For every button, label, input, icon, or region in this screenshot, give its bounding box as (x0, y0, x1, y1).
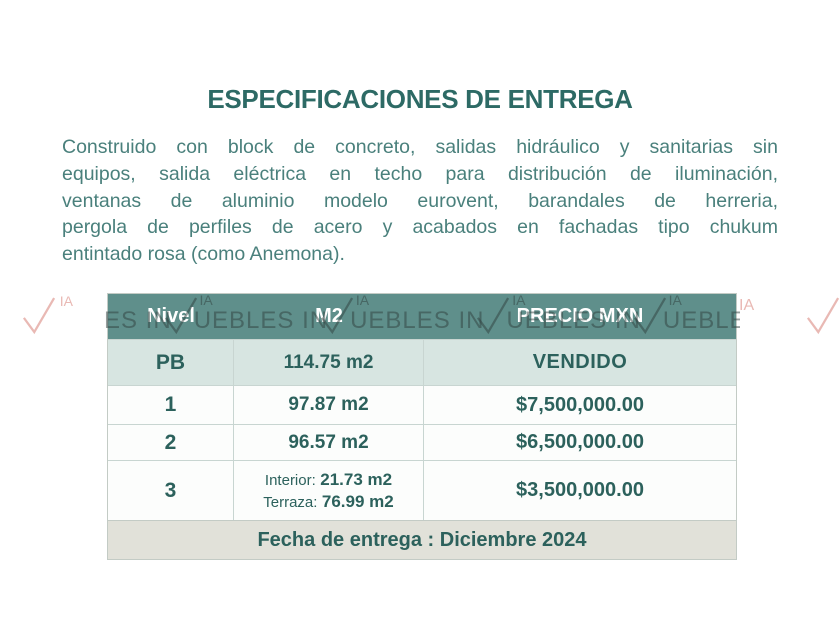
cell-precio: $7,500,000.00 (516, 393, 644, 416)
cell-m2-detail: Interior: 21.73 m2 Terraza: 76.99 m2 (234, 461, 424, 520)
m2-terraza-label: Terraza: (263, 493, 318, 511)
paragraph-line: pergola de perfiles de acero y acabados … (62, 216, 778, 239)
table-row-2: 2 96.57 m2 $6,500,000.00 (108, 424, 736, 460)
cell-precio-vendido: VENDIDO (532, 351, 628, 373)
table-row-pb: PB 114.75 m2 VENDIDO (108, 339, 736, 385)
m2-terraza-value: 76.99 m2 (321, 491, 394, 511)
watermark-logo-left: IA (22, 293, 73, 341)
cell-m2: 97.87 m2 (234, 386, 424, 424)
cell-m2: 96.57 m2 (234, 425, 424, 460)
description-paragraph: Construido con block de concreto, salida… (62, 134, 778, 268)
checkmark-icon (806, 296, 840, 336)
page-title: ESPECIFICACIONES DE ENTREGA (207, 84, 633, 114)
via-ia-label: IA (739, 297, 755, 314)
delivery-date-text: Fecha de entrega : Diciembre 2024 (257, 528, 587, 551)
table-row-1: 1 97.87 m2 $7,500,000.00 (108, 385, 736, 424)
table-header-row: Nivel M2 PRECIO MXN (108, 294, 736, 339)
cell-nivel: PB (108, 340, 234, 385)
cell-precio: $6,500,000.00 (516, 431, 644, 453)
column-header-nivel: Nivel (147, 305, 195, 327)
cell-m2: 114.75 m2 (234, 340, 424, 385)
paragraph-line: ventanas de aluminio modelo eurovent, ba… (62, 189, 778, 212)
cell-nivel: 2 (108, 425, 234, 460)
paragraph-line: equipos, salida eléctrica en techo para … (62, 162, 778, 185)
column-header-m2: M2 (315, 305, 343, 327)
watermark-logo-right (806, 296, 840, 338)
cell-nivel: 3 (108, 461, 234, 520)
m2-terraza-line: Terraza: 76.99 m2 (263, 491, 393, 513)
m2-interior-line: Interior: 21.73 m2 (265, 469, 392, 491)
cell-precio: $3,500,000.00 (516, 479, 644, 501)
m2-interior-value: 21.73 m2 (320, 469, 393, 489)
paragraph-line: entintado rosa (como Anemona). (62, 243, 345, 266)
delivery-date-row: Fecha de entrega : Diciembre 2024 (108, 520, 736, 559)
via-ia-label: IA (59, 293, 73, 309)
checkmark-icon: IA (22, 293, 73, 336)
m2-interior-label: Interior: (264, 471, 316, 489)
table-row-3: 3 Interior: 21.73 m2 Terraza: 76.99 m2 $… (108, 460, 736, 520)
column-header-precio: PRECIO MXN (516, 305, 644, 327)
paragraph-line: Construido con block de concreto, salida… (62, 136, 778, 158)
specifications-table: Nivel M2 PRECIO MXN PB 114.75 m2 VENDIDO… (107, 293, 737, 560)
cell-nivel: 1 (108, 386, 234, 424)
